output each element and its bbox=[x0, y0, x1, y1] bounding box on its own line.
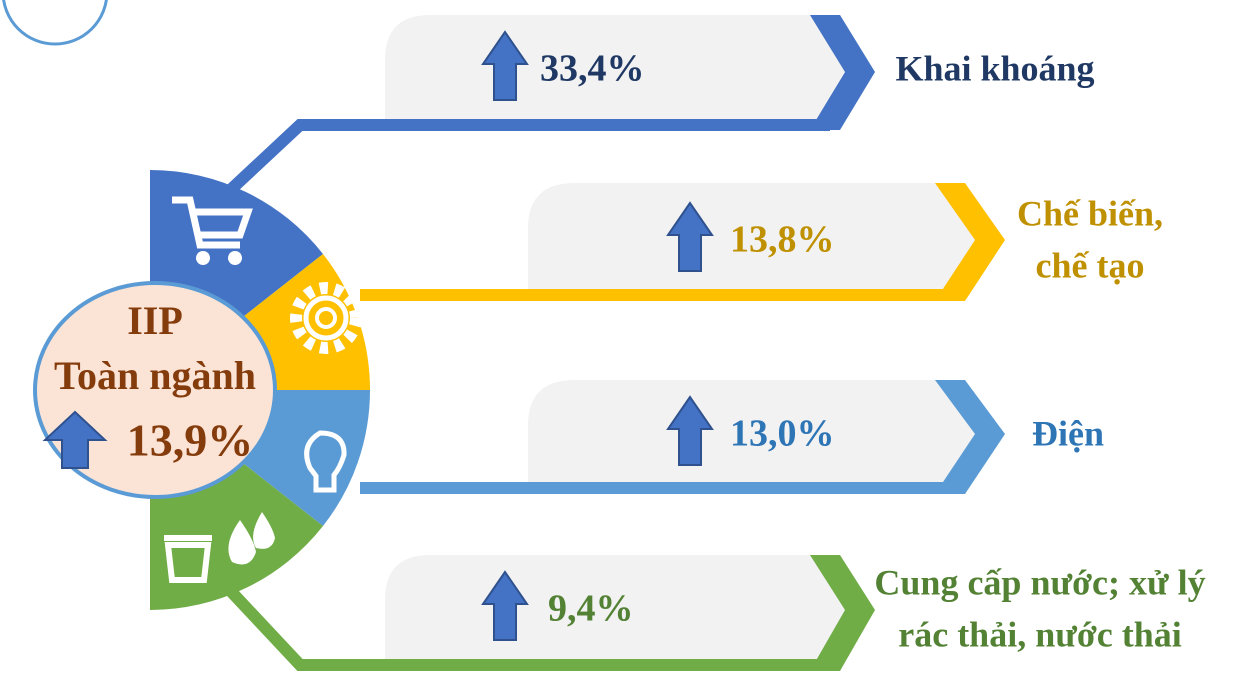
item-value: 13,8% bbox=[730, 219, 835, 261]
gear-icon bbox=[303, 295, 349, 341]
chevron bbox=[810, 555, 875, 671]
gear-icon bbox=[290, 282, 362, 354]
cart-wheel bbox=[228, 251, 242, 265]
chevron bbox=[935, 380, 1005, 494]
item-value: 33,4% bbox=[540, 48, 645, 90]
item-label: Cung cấp nước; xử lý bbox=[874, 562, 1205, 602]
item-label: rác thải, nước thải bbox=[898, 614, 1182, 654]
item-label: Điện bbox=[1032, 413, 1104, 453]
drops-icon bbox=[228, 512, 275, 565]
bin-icon bbox=[164, 535, 212, 583]
center-ellipse bbox=[33, 281, 277, 499]
row-box bbox=[528, 183, 975, 295]
item-value: 9,4% bbox=[548, 588, 634, 630]
center-title: IIP bbox=[127, 298, 183, 343]
cart-icon bbox=[172, 196, 253, 249]
bulb-icon bbox=[304, 430, 347, 493]
corner-circle bbox=[2, 0, 108, 46]
gear-icon bbox=[315, 307, 337, 329]
up-arrow bbox=[481, 30, 529, 101]
up-arrow bbox=[42, 410, 108, 469]
row-box bbox=[528, 380, 975, 488]
up-arrow bbox=[481, 570, 529, 641]
cart-wheel bbox=[196, 251, 210, 265]
item-label: Chế biến, bbox=[1017, 193, 1163, 233]
center-value: 13,9% bbox=[127, 415, 254, 466]
up-arrow bbox=[666, 201, 714, 272]
connector bbox=[220, 119, 830, 200]
center-subtitle: Toàn ngành bbox=[54, 353, 256, 398]
item-label: chế tạo bbox=[1036, 245, 1145, 285]
chevron bbox=[810, 15, 875, 130]
up-arrow bbox=[666, 395, 714, 466]
item-value: 13,0% bbox=[730, 413, 835, 455]
connector bbox=[220, 580, 830, 671]
item-label: Khai khoáng bbox=[895, 48, 1094, 88]
chevron bbox=[935, 183, 1005, 301]
